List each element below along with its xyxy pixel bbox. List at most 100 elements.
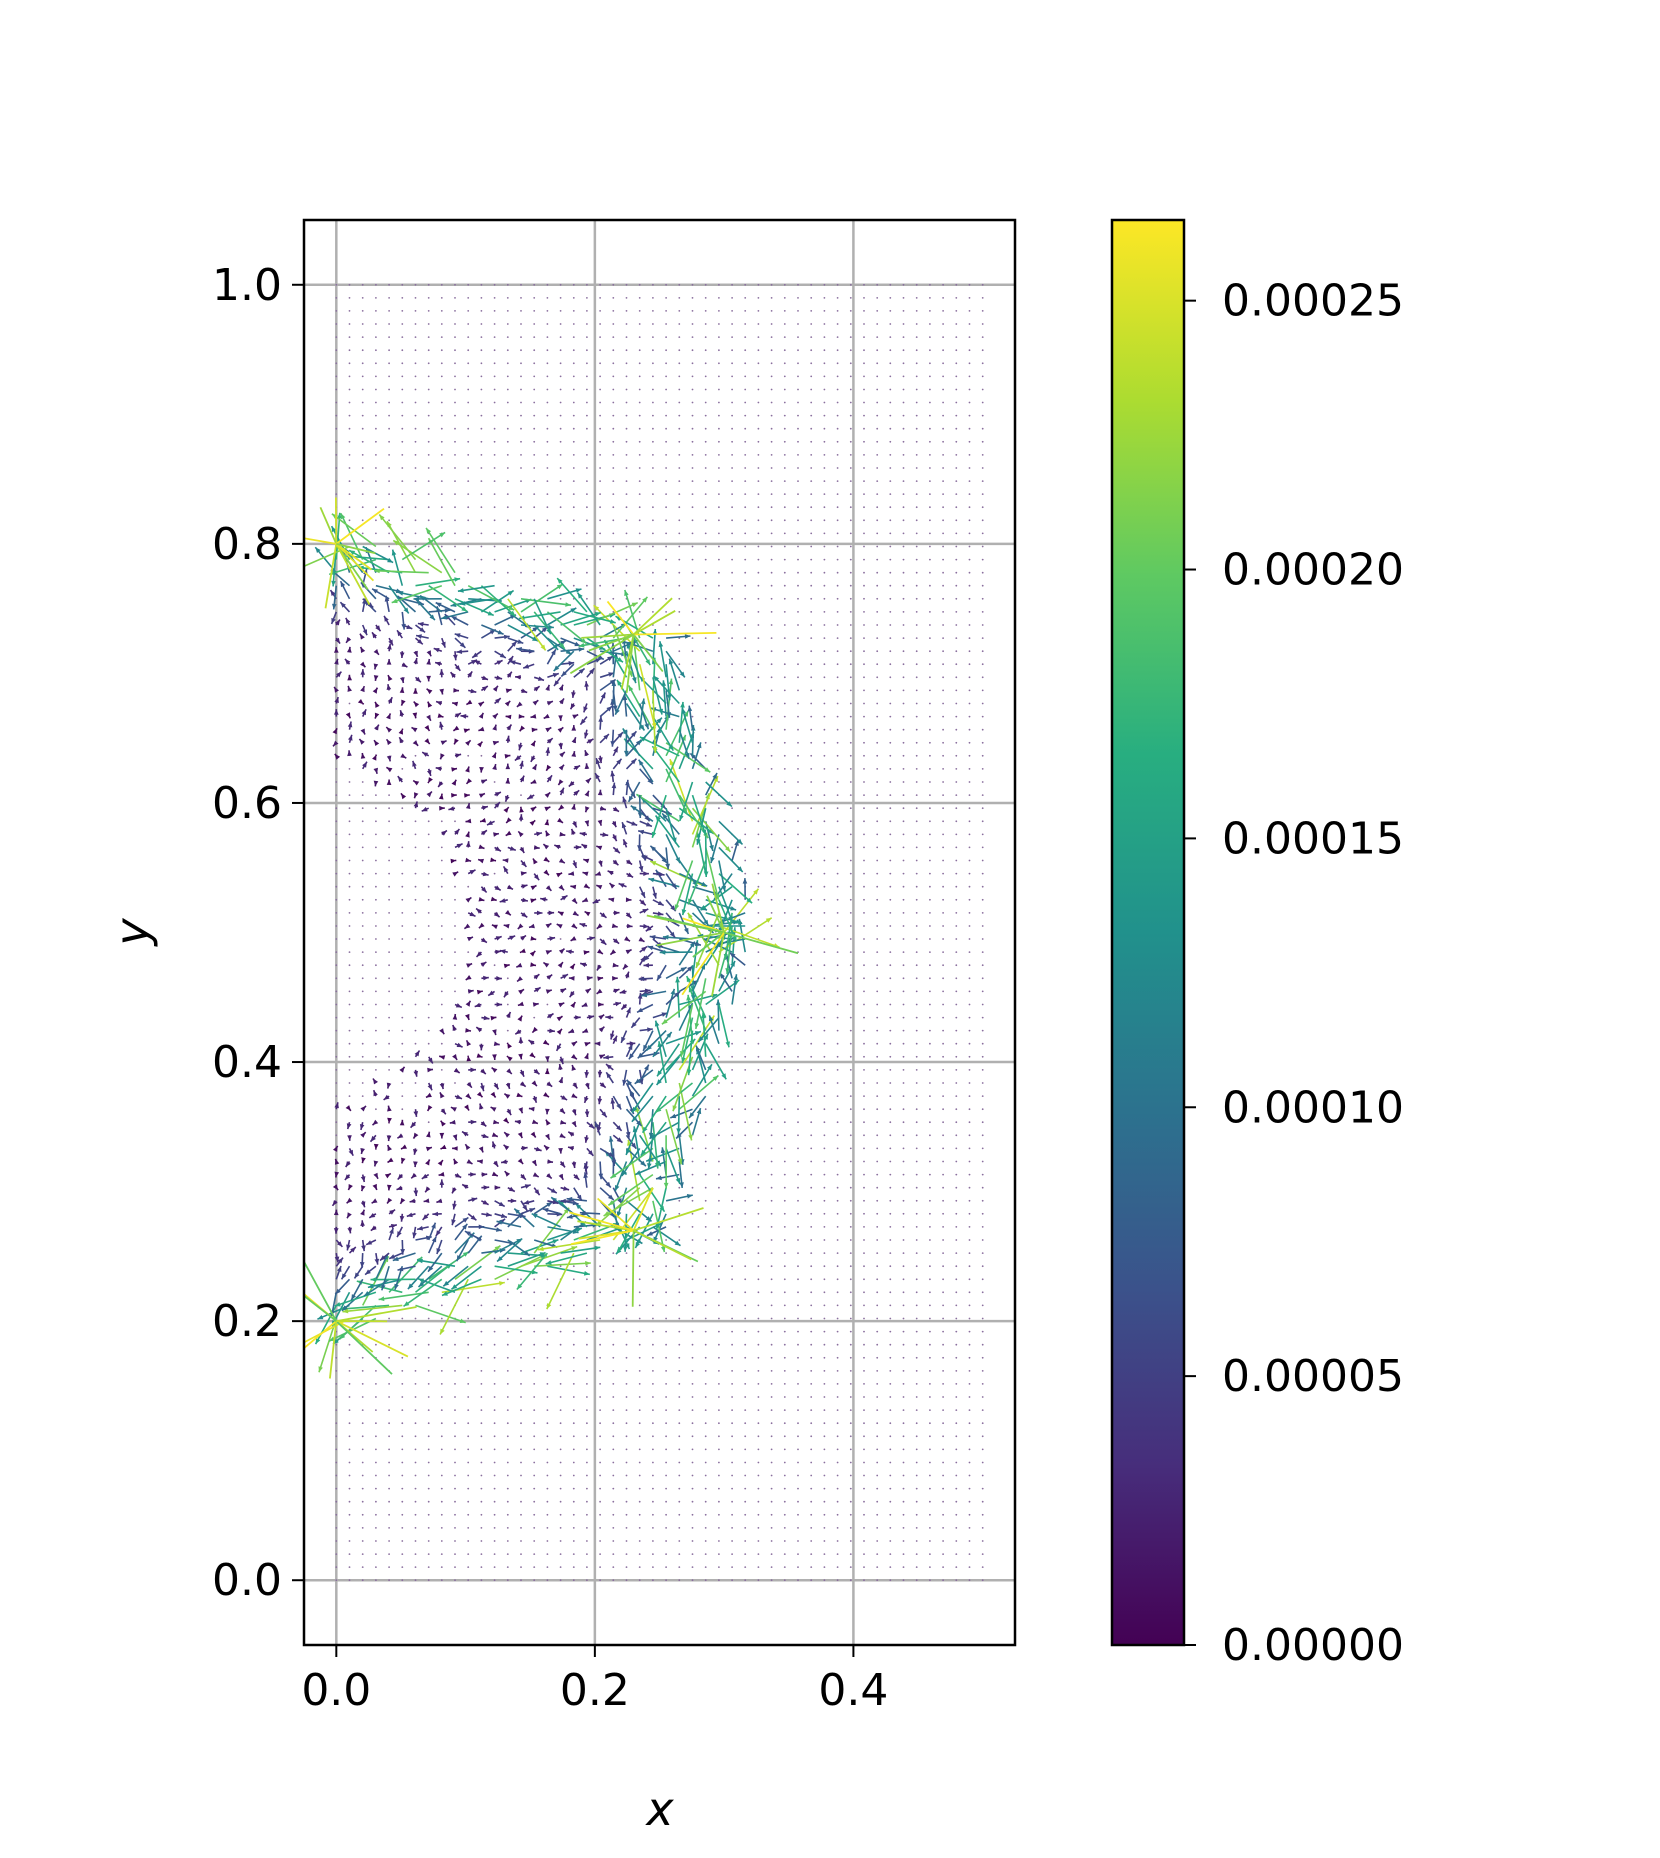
grid-dot bbox=[915, 1108, 918, 1111]
vector-arrow-head bbox=[675, 1177, 681, 1184]
vector-arrow-head bbox=[719, 972, 725, 979]
grid-dot bbox=[348, 846, 351, 849]
vector-arrow-head bbox=[418, 1278, 425, 1283]
grid-dot bbox=[863, 650, 865, 653]
grid-dot bbox=[427, 1383, 430, 1385]
grid-dot bbox=[955, 702, 958, 705]
grid-dot bbox=[744, 1304, 747, 1307]
grid-dot bbox=[480, 401, 483, 404]
grid-dot bbox=[915, 741, 918, 744]
grid-dot bbox=[559, 1422, 562, 1425]
grid-dot bbox=[770, 624, 773, 626]
grid-dot bbox=[718, 283, 720, 286]
grid-dot bbox=[678, 663, 681, 666]
grid-dot bbox=[942, 336, 944, 338]
grid-dot bbox=[652, 440, 654, 443]
grid-dot bbox=[876, 1356, 879, 1359]
vector-arrow-head bbox=[456, 1255, 462, 1262]
vector-arrow-head bbox=[687, 966, 693, 972]
vector-arrow-head bbox=[656, 1175, 662, 1181]
grid-dot bbox=[704, 1147, 707, 1150]
grid-dot bbox=[810, 401, 813, 404]
grid-dot bbox=[981, 977, 984, 980]
grid-dot bbox=[678, 362, 681, 365]
grid-dot bbox=[915, 1448, 918, 1451]
grid-dot bbox=[401, 820, 404, 823]
vector-arrow bbox=[665, 1148, 681, 1185]
vector-arrow-head bbox=[575, 1227, 582, 1233]
grid-dot bbox=[546, 1448, 549, 1451]
grid-dot bbox=[981, 1343, 984, 1346]
grid-dot bbox=[876, 768, 879, 770]
grid-dot bbox=[520, 1330, 522, 1333]
grid-dot bbox=[770, 1278, 773, 1281]
vector-arrow-head bbox=[628, 1053, 634, 1060]
grid-dot bbox=[335, 794, 338, 796]
grid-dot bbox=[599, 1422, 601, 1425]
grid-dot bbox=[823, 846, 826, 849]
grid-dot bbox=[414, 401, 417, 404]
grid-dot bbox=[665, 1291, 667, 1294]
grid-dot bbox=[955, 454, 958, 456]
grid-dot bbox=[520, 1474, 522, 1477]
grid-dot bbox=[480, 336, 483, 338]
grid-dot bbox=[348, 1029, 351, 1032]
grid-dot bbox=[731, 1173, 733, 1176]
grid-dot bbox=[929, 702, 931, 705]
grid-dot bbox=[876, 702, 879, 705]
grid-dot bbox=[810, 1186, 813, 1189]
grid-dot bbox=[440, 493, 443, 495]
vector-arrows bbox=[304, 497, 799, 1379]
grid-dot bbox=[401, 1082, 404, 1084]
grid-dot bbox=[572, 401, 575, 404]
vector-arrow-head bbox=[425, 1159, 430, 1166]
vector-arrow bbox=[649, 1121, 680, 1140]
grid-dot bbox=[546, 584, 549, 587]
grid-dot bbox=[744, 532, 747, 535]
grid-dot bbox=[849, 1042, 852, 1045]
grid-dot bbox=[572, 1356, 575, 1359]
vector-arrow-head bbox=[519, 1070, 524, 1077]
grid-dot bbox=[849, 1461, 852, 1464]
grid-dot bbox=[440, 297, 443, 299]
grid-dot bbox=[533, 1474, 536, 1477]
grid-dot bbox=[440, 1042, 443, 1045]
grid-dot bbox=[757, 964, 760, 967]
grid-dot bbox=[718, 1199, 720, 1202]
vector-arrow-head bbox=[655, 1107, 662, 1113]
vector-arrow-head bbox=[503, 1117, 509, 1124]
grid-dot bbox=[454, 1448, 456, 1451]
grid-dot bbox=[638, 1356, 641, 1359]
grid-dot bbox=[691, 414, 694, 417]
grid-dot bbox=[783, 715, 786, 718]
grid-dot bbox=[797, 611, 799, 613]
grid-dot bbox=[388, 1003, 390, 1006]
grid-dot bbox=[493, 467, 496, 469]
grid-dot bbox=[770, 1304, 773, 1307]
grid-dot bbox=[849, 545, 852, 548]
vector-arrow-head bbox=[545, 989, 552, 994]
vector-arrow-head bbox=[712, 1075, 719, 1081]
grid-dot bbox=[744, 1082, 747, 1084]
grid-dot bbox=[876, 1409, 879, 1411]
vector-arrow-head bbox=[427, 1057, 433, 1064]
grid-dot bbox=[902, 283, 905, 286]
grid-dot bbox=[427, 1029, 430, 1032]
grid-dot bbox=[414, 1422, 417, 1425]
grid-dot bbox=[731, 1474, 733, 1477]
grid-dot bbox=[440, 859, 443, 862]
grid-dot bbox=[783, 1448, 786, 1451]
grid-dot bbox=[955, 571, 958, 574]
grid-dot bbox=[704, 493, 707, 495]
grid-dot bbox=[915, 1199, 918, 1202]
grid-dot bbox=[467, 1500, 470, 1503]
grid-dot bbox=[744, 1487, 747, 1490]
grid-dot bbox=[414, 1487, 417, 1490]
grid-dot bbox=[783, 1422, 786, 1425]
grid-dot bbox=[770, 1108, 773, 1111]
grid-dot bbox=[718, 1186, 720, 1189]
vector-arrow-head bbox=[482, 1200, 489, 1205]
grid-dot bbox=[968, 1435, 971, 1438]
vector-arrow-head bbox=[361, 1185, 366, 1192]
grid-dot bbox=[533, 1435, 536, 1438]
